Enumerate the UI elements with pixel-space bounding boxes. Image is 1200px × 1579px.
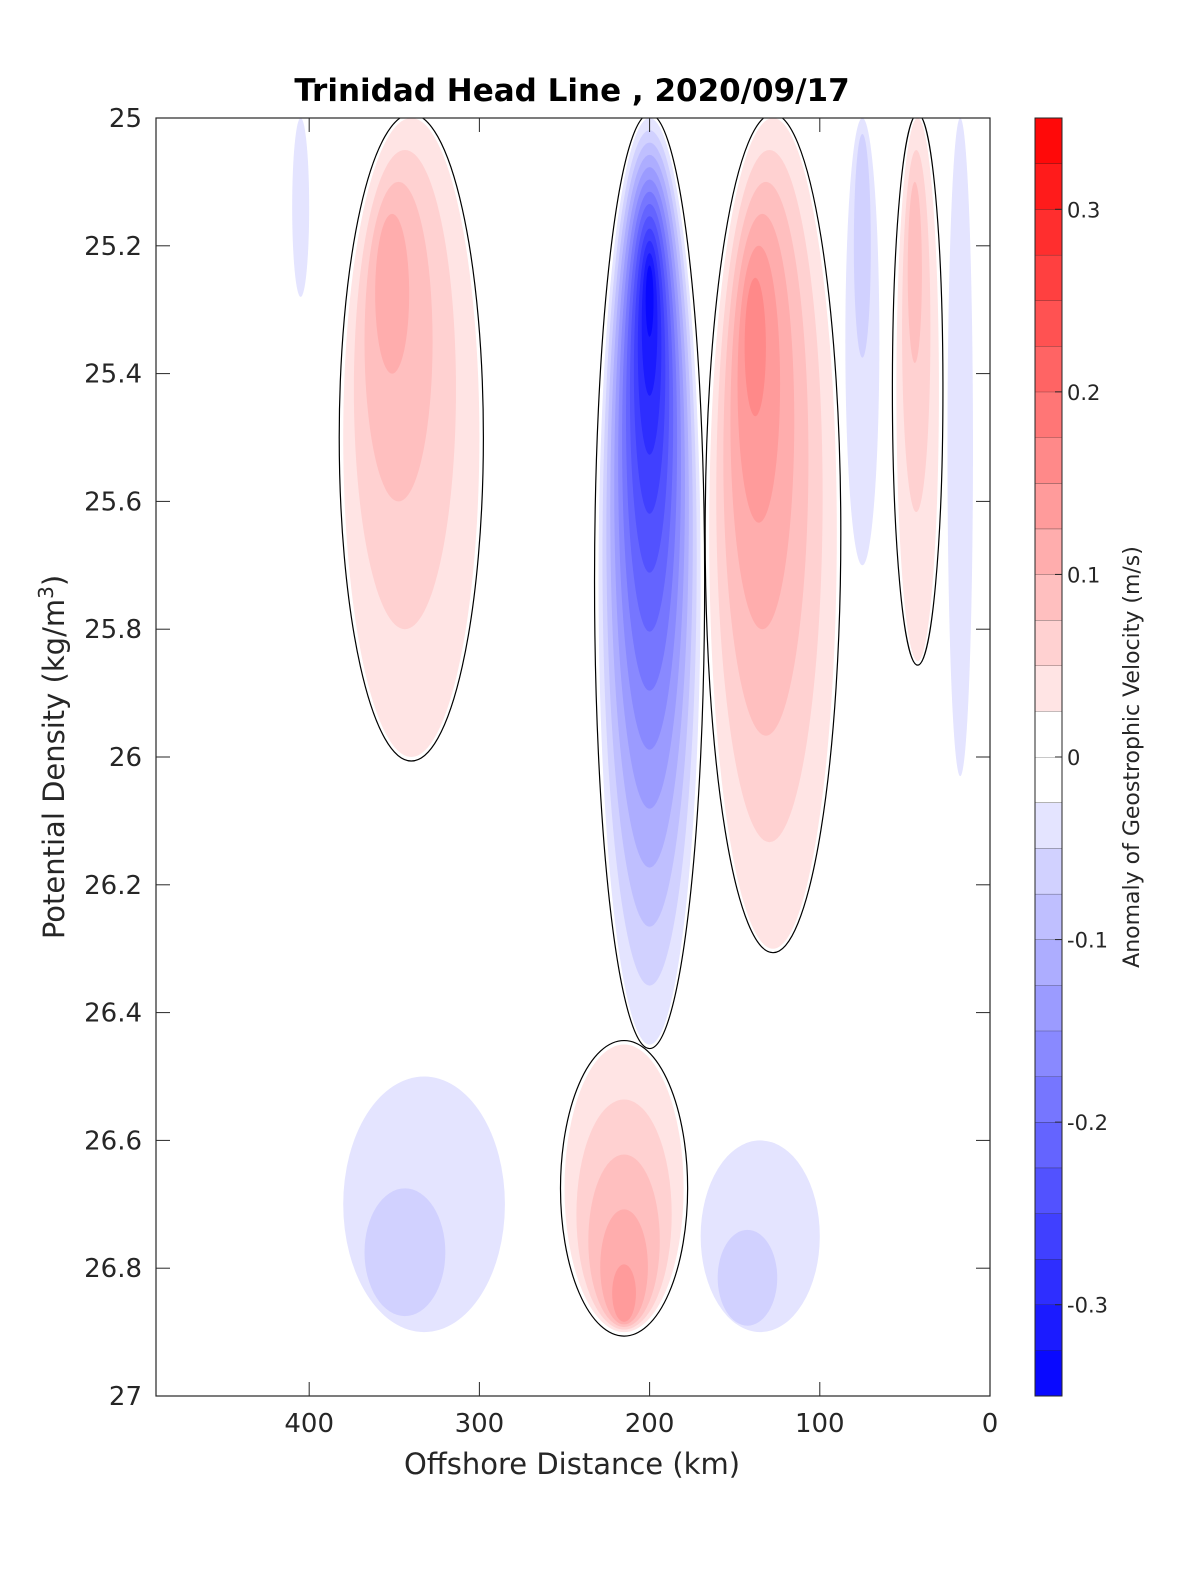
y-tick-label: 26.6 <box>84 1126 142 1156</box>
y-axis-label-close: ) <box>37 575 71 586</box>
colorbar-bands <box>1035 117 1062 1396</box>
colorbar-band <box>1035 118 1062 164</box>
colorbar-band <box>1035 665 1062 712</box>
colorbar-band <box>1035 1122 1062 1168</box>
colorbar-band <box>1035 1213 1062 1260</box>
y-tick-label: 26 <box>109 743 142 773</box>
y-tick-label: 25.4 <box>84 360 142 390</box>
colorbar-band <box>1035 163 1062 210</box>
velocity-core-5 <box>896 118 939 662</box>
colorbar-band <box>1035 391 1062 438</box>
y-tick-label: 26.2 <box>84 871 142 901</box>
colorbar-tick-label: 0 <box>1067 746 1080 770</box>
colorbar-band <box>1035 711 1062 757</box>
velocity-core-3 <box>343 118 480 757</box>
y-tick-label: 26.4 <box>84 999 142 1029</box>
colorbar-band <box>1035 802 1062 849</box>
velocity-band <box>717 1229 778 1326</box>
colorbar-band <box>1035 893 1062 940</box>
velocity-core-1 <box>598 118 701 1045</box>
x-axis-ticks: 400 300 200 100 0 <box>284 118 998 1439</box>
colorbar-band <box>1035 1167 1062 1214</box>
velocity-core-7 <box>700 1140 820 1333</box>
colorbar-band <box>1035 254 1062 301</box>
colorbar-band <box>1035 1030 1062 1077</box>
x-tick-label: 0 <box>982 1409 999 1439</box>
zero-contour-line <box>891 118 944 666</box>
y-tick-label: 25 <box>109 104 142 134</box>
colorbar-tick-label: -0.3 <box>1067 1294 1108 1318</box>
y-tick-label: 26.8 <box>84 1254 142 1284</box>
zero-contour-line <box>338 118 484 762</box>
colorbar-tick-label: 0.3 <box>1067 198 1100 222</box>
zero-contour-line <box>559 1039 689 1337</box>
colorbar-band <box>1035 437 1062 484</box>
y-tick-label: 25.8 <box>84 615 142 645</box>
zero-contour-line <box>704 118 842 954</box>
velocity-core-4 <box>564 1044 684 1333</box>
x-tick-label: 200 <box>625 1409 675 1439</box>
velocity-band <box>744 277 766 417</box>
colorbar-tick-label: -0.1 <box>1067 929 1108 953</box>
velocity-core-8 <box>292 118 310 297</box>
colorbar-ticks: 0.3 0.2 0.1 0 -0.1 -0.2 -0.3 <box>1055 198 1108 1318</box>
x-tick-label: 400 <box>284 1409 334 1439</box>
velocity-core-6 <box>343 1076 505 1333</box>
velocity-band <box>907 181 922 363</box>
velocity-core-10 <box>947 118 973 777</box>
colorbar-band <box>1035 848 1062 894</box>
colorbar-band <box>1035 939 1062 986</box>
colorbar-band <box>1035 1304 1062 1351</box>
chart-title: Trinidad Head Line , 2020/09/17 <box>294 73 849 109</box>
velocity-band <box>364 1188 446 1317</box>
zero-contours <box>338 118 944 1337</box>
colorbar-band <box>1035 300 1062 347</box>
colorbar-tick-label: -0.2 <box>1067 1111 1108 1135</box>
colorbar-band <box>1035 483 1062 529</box>
colorbar-band <box>1035 528 1062 575</box>
colorbar-band <box>1035 1350 1062 1396</box>
velocity-core-9 <box>845 118 880 566</box>
colorbar-band <box>1035 985 1062 1031</box>
y-axis-label-superscript: 3 <box>34 586 58 599</box>
velocity-band <box>375 213 410 374</box>
y-axis-ticks: 25 25.2 25.4 25.6 25.8 26 26.2 26.4 26.6 26.8 27 <box>84 104 990 1412</box>
x-axis-label: Offshore Distance (km) <box>404 1447 740 1481</box>
velocity-band <box>947 118 973 777</box>
y-tick-label: 25.2 <box>84 232 142 262</box>
y-axis-label: Potential Density (kg/m3) <box>34 575 71 939</box>
colorbar-band <box>1035 346 1062 392</box>
colorbar-band <box>1035 1259 1062 1305</box>
colorbar-band <box>1035 1076 1062 1123</box>
velocity-band <box>853 133 871 358</box>
colorbar-label: Anomaly of Geostrophic Velocity (m/s) <box>1120 546 1145 968</box>
x-tick-label: 300 <box>455 1409 505 1439</box>
velocity-band <box>292 118 310 297</box>
y-tick-label: 27 <box>109 1382 142 1412</box>
velocity-band <box>612 1264 636 1322</box>
velocity-field <box>292 118 973 1333</box>
colorbar-band <box>1035 574 1062 621</box>
colorbar-band <box>1035 209 1062 255</box>
y-axis-label-main: Potential Density (kg/m <box>37 599 71 939</box>
colorbar: 0.3 0.2 0.1 0 -0.1 -0.2 -0.3 <box>1034 117 1108 1397</box>
plot-area: 400 300 200 100 0 25 25.2 25.4 25.6 25.8 26 26.2 26… <box>84 104 998 1439</box>
y-tick-label: 25.6 <box>84 487 142 517</box>
velocity-core-2 <box>709 118 837 949</box>
velocity-band <box>645 265 654 337</box>
colorbar-band <box>1035 757 1062 803</box>
colorbar-tick-label: 0.2 <box>1067 381 1100 405</box>
x-tick-label: 100 <box>795 1409 845 1439</box>
zero-contour-line <box>593 118 706 1050</box>
colorbar-band <box>1035 620 1062 666</box>
colorbar-tick-label: 0.1 <box>1067 563 1100 587</box>
